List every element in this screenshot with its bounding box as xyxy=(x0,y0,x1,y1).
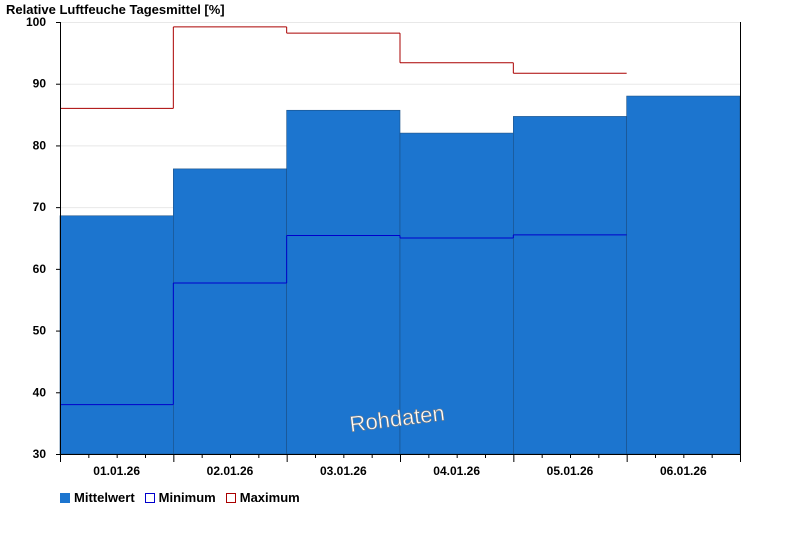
y-tick-label: 60 xyxy=(33,262,47,276)
x-tick-label: 03.01.26 xyxy=(320,464,367,478)
x-tick-label: 02.01.26 xyxy=(207,464,254,478)
legend: Mittelwert Minimum Maximum xyxy=(60,490,300,505)
legend-item-mean: Mittelwert xyxy=(60,490,135,505)
legend-swatch-max xyxy=(225,492,236,503)
y-tick-label: 70 xyxy=(33,200,47,214)
y-tick-label: 40 xyxy=(33,385,47,399)
axes-group xyxy=(56,22,741,462)
x-tick-label: 04.01.26 xyxy=(433,464,480,478)
min-max-lines xyxy=(60,26,627,406)
x-tick-label: 01.01.26 xyxy=(93,464,140,478)
mean-bar xyxy=(399,132,514,455)
y-tick-label: 100 xyxy=(26,15,46,29)
legend-label-mean: Mittelwert xyxy=(74,490,135,505)
mean-bar xyxy=(286,109,401,455)
legend-swatch-min xyxy=(144,492,155,503)
legend-item-max: Maximum xyxy=(225,490,300,505)
mean-bar xyxy=(173,168,287,455)
y-tick-label: 80 xyxy=(33,138,47,152)
y-tick-label: 30 xyxy=(33,447,47,461)
mean-bar xyxy=(59,215,174,455)
chart-title: Relative Luftfeuche Tagesmittel [%] xyxy=(6,2,225,17)
x-tick-label: 06.01.26 xyxy=(660,464,707,478)
legend-label-min: Minimum xyxy=(158,490,216,505)
x-tick-labels: 01.01.26 02.01.26 03.01.26 04.01.26 05.01.26… xyxy=(93,464,707,478)
legend-item-min: Minimum xyxy=(144,490,216,505)
legend-swatch-mean xyxy=(60,492,70,503)
x-tick-label: 05.01.26 xyxy=(547,464,594,478)
mean-bar xyxy=(513,116,627,455)
y-tick-labels: 30 40 50 60 70 80 90 100 xyxy=(26,15,46,461)
bars-group xyxy=(59,95,741,455)
y-tick-label: 50 xyxy=(33,324,47,338)
mean-bar xyxy=(626,95,741,455)
legend-label-max: Maximum xyxy=(239,490,300,505)
y-tick-label: 90 xyxy=(33,77,47,91)
